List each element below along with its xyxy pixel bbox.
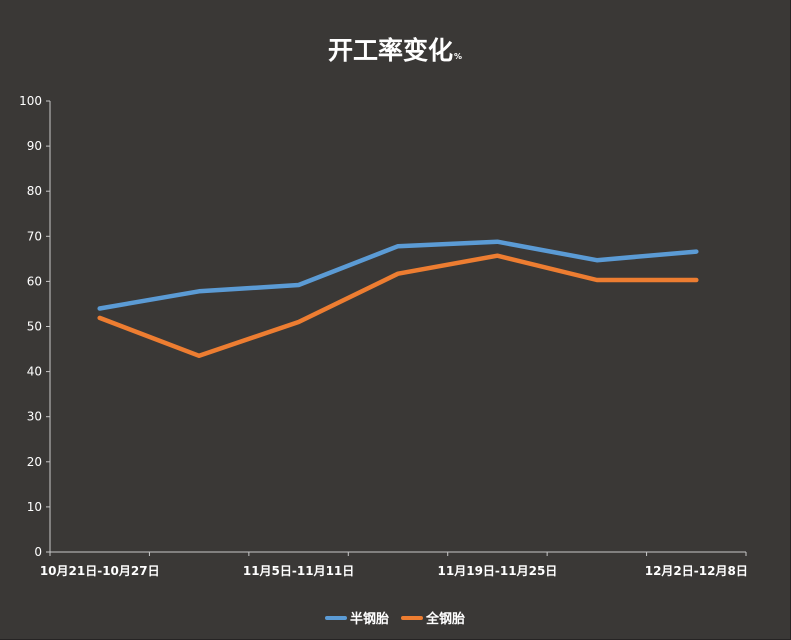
legend-item-series-2: 全钢胎 [401,608,465,627]
series-line-2 [97,253,699,359]
data-point-series-2 [98,316,102,320]
y-tick-label: 10 [27,500,42,514]
legend-label-series-1: 半钢胎 [349,612,389,627]
chart-legend: 半钢胎 全钢胎 [0,608,790,627]
y-tick-label: 50 [27,320,42,334]
legend-swatch-series-1 [324,615,347,620]
data-point-series-2 [595,278,599,282]
x-tick-label: 12月2日-12月8日 [645,564,748,578]
data-point-series-1 [495,240,499,244]
chart-title-text: 开工率变化 [327,36,453,65]
legend-swatch-series-2 [401,615,423,620]
chart-title-unit: % [454,52,463,61]
data-point-series-2 [694,278,698,282]
y-tick-label: 90 [27,139,42,153]
y-tick-label: 70 [27,229,42,243]
y-tick-label: 0 [34,545,42,559]
y-tick-label: 80 [27,184,42,198]
legend-label-series-2: 全钢胎 [426,612,466,627]
y-tick-label: 100 [19,94,42,108]
data-point-series-1 [98,306,102,310]
chart-series-group [97,239,699,359]
x-tick-label: 10月21日-10月27日 [40,564,160,578]
data-point-series-1 [197,289,201,293]
data-point-series-1 [396,244,400,248]
chart-title: 开工率变化% [0,34,790,74]
data-point-series-2 [297,320,301,324]
legend-item-series-1: 半钢胎 [324,608,389,627]
data-point-series-2 [396,272,400,276]
x-tick-label: 11月5日-11月11日 [243,564,354,578]
y-tick-label: 30 [27,410,42,424]
y-tick-label: 60 [27,274,42,288]
data-point-series-1 [694,250,698,254]
chart-axes: 0 10 20 30 40 50 60 70 80 90 100 10月21日-10月27日 11月5日… [19,94,748,578]
data-point-series-2 [495,254,499,258]
y-tick-label: 40 [27,365,42,379]
x-tick-label: 11月19日-11月25日 [438,564,558,578]
data-point-series-1 [595,258,599,262]
y-tick-label: 20 [27,455,42,469]
data-point-series-2 [197,354,201,358]
data-point-series-1 [297,283,301,287]
